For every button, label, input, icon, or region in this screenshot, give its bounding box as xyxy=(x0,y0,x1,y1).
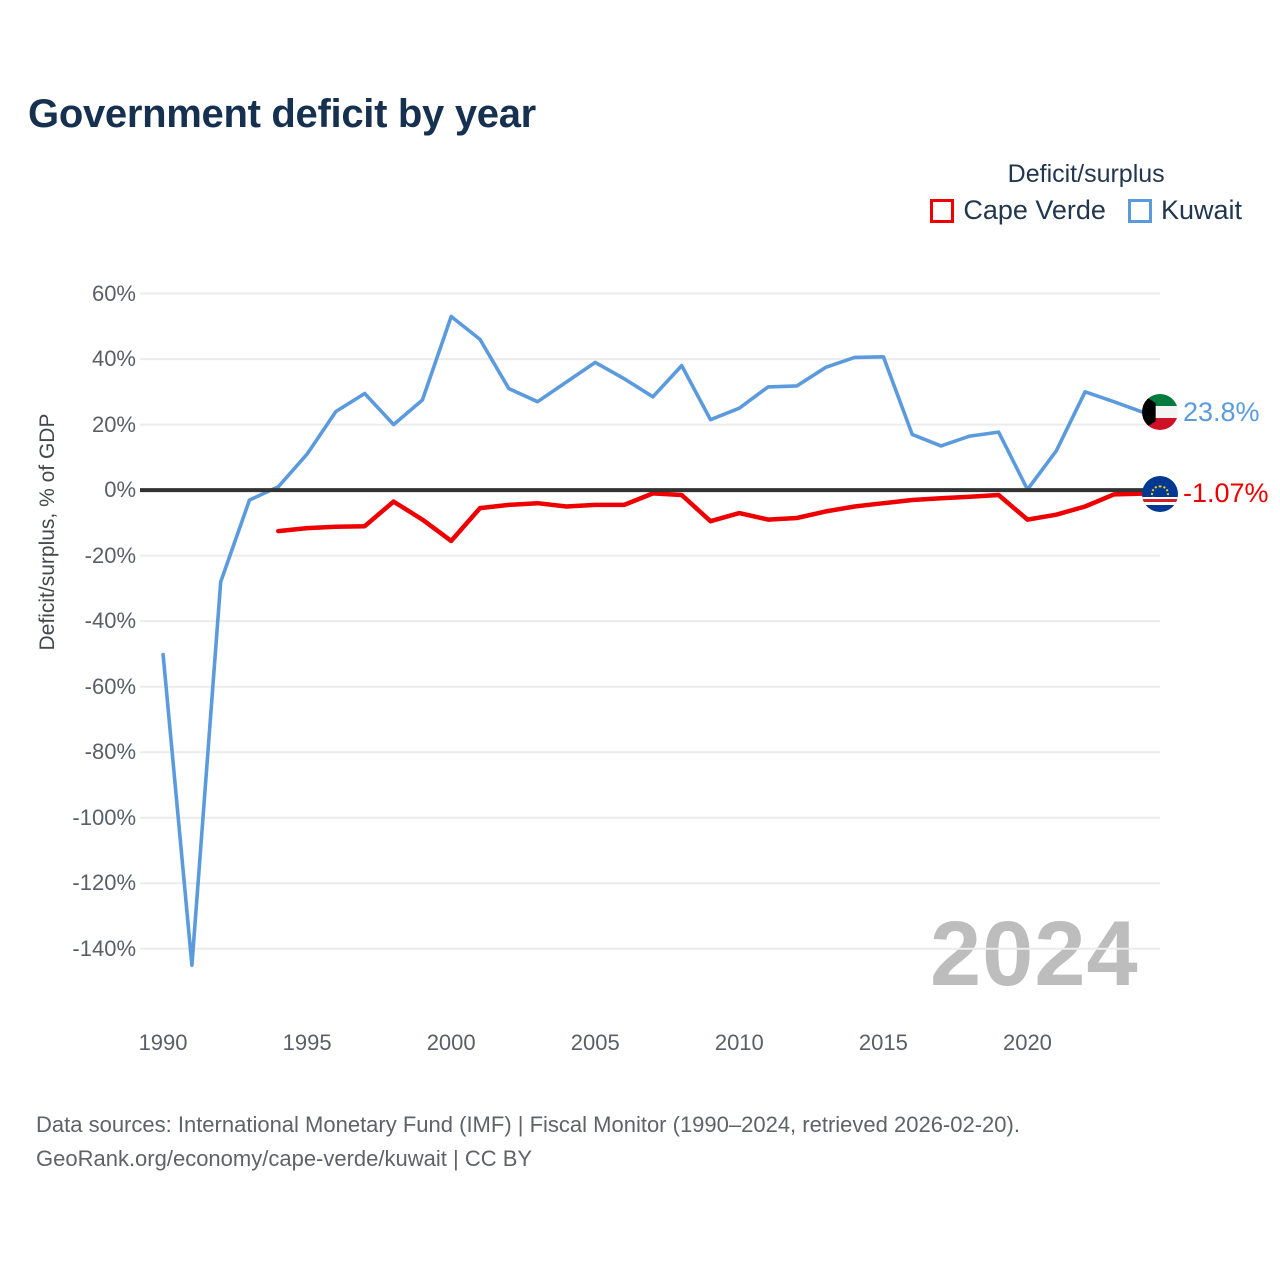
end-label-kuwait: 23.8% xyxy=(1142,394,1260,431)
end-value-kuwait: 23.8% xyxy=(1183,396,1260,427)
legend-title: Deficit/surplus xyxy=(1007,160,1165,188)
legend-label-kuwait: Kuwait xyxy=(1160,195,1242,225)
y-tick-label: 20% xyxy=(91,411,136,437)
footer-line-1: Data sources: International Monetary Fun… xyxy=(36,1112,1020,1137)
cape-verde-flag-icon xyxy=(1142,475,1178,512)
y-tick-label: 0% xyxy=(104,477,136,503)
y-tick-label: -40% xyxy=(84,608,136,634)
year-watermark: 2024 xyxy=(930,903,1139,1005)
x-tick-label: 1995 xyxy=(282,1030,332,1055)
gridlines xyxy=(140,292,1160,950)
y-tick-label: -20% xyxy=(84,542,136,568)
kuwait-flag-icon xyxy=(1142,394,1178,431)
y-tick-label: 60% xyxy=(91,280,136,306)
x-tick-label: 1990 xyxy=(138,1030,188,1055)
series-lines xyxy=(161,314,1145,968)
y-tick-label: -60% xyxy=(84,673,136,699)
footer-sources: Data sources: International Monetary Fun… xyxy=(36,1108,1020,1176)
end-label-cape-verde: -1.07% xyxy=(1142,475,1269,512)
end-value-cape-verde: -1.07% xyxy=(1183,478,1269,509)
y-tick-label: 40% xyxy=(91,346,136,372)
page-title: Government deficit by year xyxy=(28,92,536,136)
x-tick-label: 2005 xyxy=(570,1030,620,1055)
x-tick-label: 2000 xyxy=(426,1030,476,1055)
legend-items: Cape Verde Kuwait xyxy=(930,197,1242,224)
legend-square-cape-verde-icon xyxy=(930,198,955,223)
legend-label-cape-verde: Cape Verde xyxy=(963,195,1106,225)
x-tick-label: 2020 xyxy=(1002,1030,1052,1055)
x-tick-label: 2010 xyxy=(714,1030,764,1055)
series-line-kuwait xyxy=(161,314,1145,968)
legend-item-cape-verde[interactable]: Cape Verde xyxy=(930,197,1106,224)
y-tick-label: -80% xyxy=(84,739,136,765)
chart-legend: Deficit/surplus Cape Verde Kuwait xyxy=(930,160,1242,224)
x-tick-label: 2015 xyxy=(858,1030,908,1055)
legend-item-kuwait[interactable]: Kuwait xyxy=(1127,195,1242,225)
legend-square-kuwait-icon xyxy=(1127,198,1152,223)
y-tick-label: -100% xyxy=(72,804,136,830)
series-line-cape-verde xyxy=(276,491,1145,544)
y-tick-label: -120% xyxy=(72,870,136,896)
footer-line-2: GeoRank.org/economy/cape-verde/kuwait | … xyxy=(36,1146,533,1172)
y-tick-label: -140% xyxy=(72,935,136,961)
